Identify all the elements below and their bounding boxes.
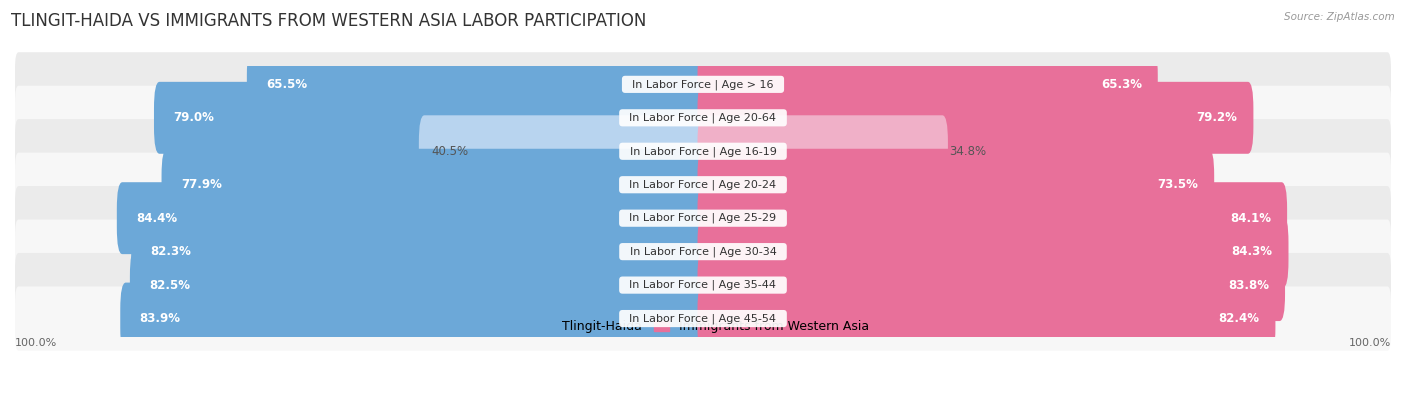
FancyBboxPatch shape: [697, 48, 1157, 120]
Text: 82.5%: 82.5%: [149, 278, 190, 292]
FancyBboxPatch shape: [121, 282, 709, 355]
FancyBboxPatch shape: [15, 253, 1391, 317]
FancyBboxPatch shape: [131, 216, 709, 288]
Text: 40.5%: 40.5%: [432, 145, 468, 158]
FancyBboxPatch shape: [697, 282, 1275, 355]
Text: TLINGIT-HAIDA VS IMMIGRANTS FROM WESTERN ASIA LABOR PARTICIPATION: TLINGIT-HAIDA VS IMMIGRANTS FROM WESTERN…: [11, 12, 647, 30]
Text: 34.8%: 34.8%: [949, 145, 987, 158]
Text: 83.9%: 83.9%: [139, 312, 180, 325]
Text: 79.0%: 79.0%: [173, 111, 214, 124]
Text: 82.4%: 82.4%: [1219, 312, 1260, 325]
Text: 82.3%: 82.3%: [150, 245, 191, 258]
Text: In Labor Force | Age 16-19: In Labor Force | Age 16-19: [623, 146, 783, 156]
FancyBboxPatch shape: [15, 86, 1391, 150]
FancyBboxPatch shape: [162, 149, 709, 221]
Text: 84.1%: 84.1%: [1230, 212, 1271, 225]
FancyBboxPatch shape: [419, 115, 709, 187]
Text: In Labor Force | Age > 16: In Labor Force | Age > 16: [626, 79, 780, 90]
FancyBboxPatch shape: [247, 48, 709, 120]
Text: In Labor Force | Age 25-29: In Labor Force | Age 25-29: [623, 213, 783, 224]
Text: 65.5%: 65.5%: [266, 78, 308, 91]
FancyBboxPatch shape: [697, 216, 1288, 288]
Text: 79.2%: 79.2%: [1197, 111, 1237, 124]
FancyBboxPatch shape: [697, 182, 1286, 254]
Text: 84.4%: 84.4%: [136, 212, 177, 225]
Text: 100.0%: 100.0%: [15, 338, 58, 348]
FancyBboxPatch shape: [15, 52, 1391, 117]
Text: Source: ZipAtlas.com: Source: ZipAtlas.com: [1284, 12, 1395, 22]
Text: In Labor Force | Age 20-24: In Labor Force | Age 20-24: [623, 179, 783, 190]
FancyBboxPatch shape: [129, 249, 709, 321]
Legend: Tlingit-Haida, Immigrants from Western Asia: Tlingit-Haida, Immigrants from Western A…: [537, 320, 869, 333]
Text: In Labor Force | Age 20-64: In Labor Force | Age 20-64: [623, 113, 783, 123]
Text: 65.3%: 65.3%: [1101, 78, 1142, 91]
Text: In Labor Force | Age 45-54: In Labor Force | Age 45-54: [623, 313, 783, 324]
FancyBboxPatch shape: [697, 82, 1253, 154]
Text: 84.3%: 84.3%: [1232, 245, 1272, 258]
FancyBboxPatch shape: [15, 220, 1391, 284]
Text: In Labor Force | Age 30-34: In Labor Force | Age 30-34: [623, 246, 783, 257]
FancyBboxPatch shape: [155, 82, 709, 154]
FancyBboxPatch shape: [117, 182, 709, 254]
FancyBboxPatch shape: [697, 149, 1215, 221]
Text: 77.9%: 77.9%: [181, 178, 222, 191]
FancyBboxPatch shape: [15, 186, 1391, 250]
FancyBboxPatch shape: [697, 249, 1285, 321]
FancyBboxPatch shape: [697, 115, 948, 187]
FancyBboxPatch shape: [15, 152, 1391, 217]
Text: 83.8%: 83.8%: [1229, 278, 1270, 292]
Text: 100.0%: 100.0%: [1348, 338, 1391, 348]
FancyBboxPatch shape: [15, 119, 1391, 183]
Text: 73.5%: 73.5%: [1157, 178, 1198, 191]
FancyBboxPatch shape: [15, 286, 1391, 351]
Text: In Labor Force | Age 35-44: In Labor Force | Age 35-44: [623, 280, 783, 290]
